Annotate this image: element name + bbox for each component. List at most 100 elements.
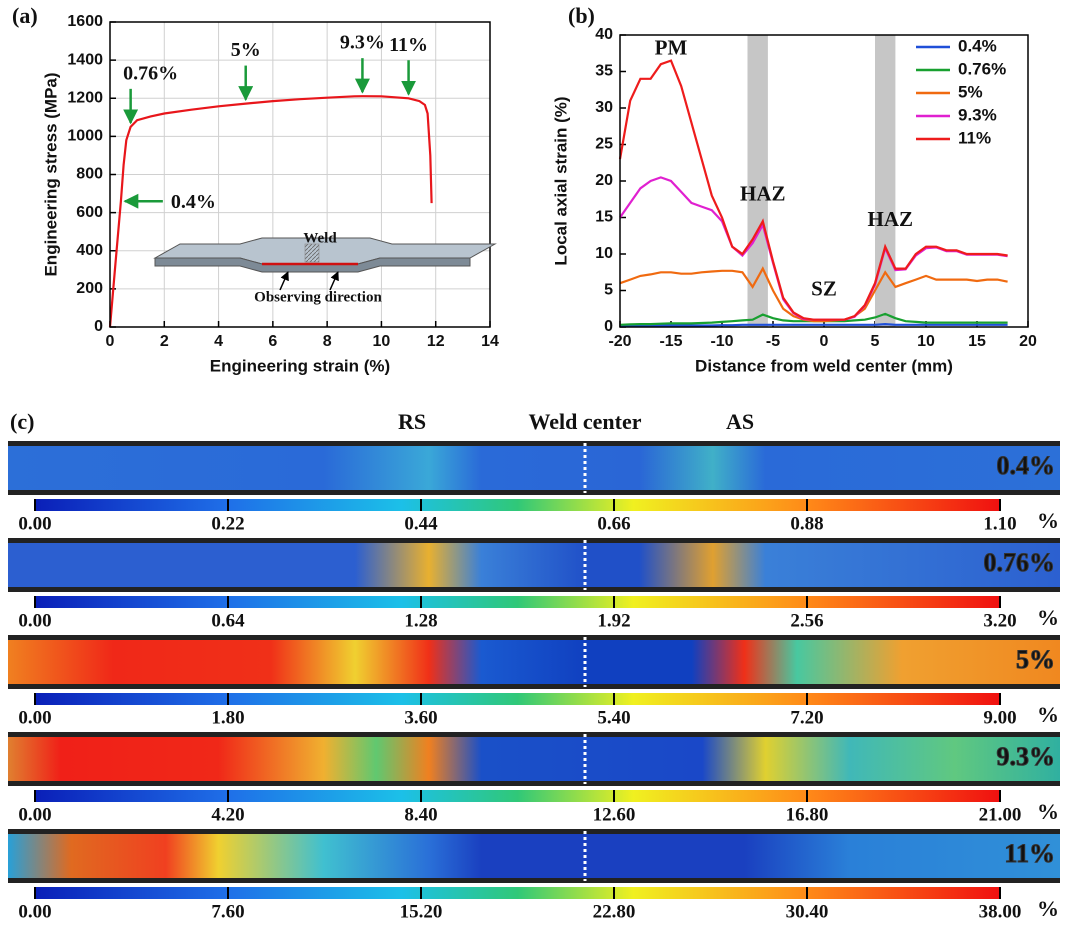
colorbar-tick-label: 0.00 (18, 804, 51, 825)
y-tick-label: 200 (76, 280, 103, 297)
plot-frame (109, 21, 491, 328)
colorbar-tick-label: 0.66 (597, 513, 630, 534)
colorbar-tick-label: 0.00 (18, 707, 51, 728)
y-tick-label: 0 (604, 318, 613, 335)
panel-label: (a) (12, 3, 38, 28)
colorbar-tick-label: 1.92 (597, 610, 630, 631)
colorbar-tick-label: 3.20 (983, 610, 1016, 631)
y-tick-label: 5 (604, 282, 613, 299)
strain-map (8, 640, 1060, 684)
map-label: 11% (1004, 839, 1055, 868)
y-tick-label: 30 (595, 99, 613, 116)
y-tick-label: 15 (595, 209, 613, 226)
y-tick-label: 35 (595, 63, 613, 80)
colorbar-tick-label: 5.40 (597, 707, 630, 728)
x-tick-label: 14 (481, 333, 499, 350)
y-tick-label: 40 (595, 26, 613, 43)
series-line (620, 322, 1008, 327)
colorbar-tick-label: 8.40 (404, 804, 437, 825)
y-tick-label: 1000 (67, 128, 103, 145)
x-tick-label: 4 (214, 333, 223, 350)
annotation: HAZ (868, 207, 914, 231)
annotation: RS (398, 409, 426, 434)
x-tick-label: -15 (659, 333, 682, 350)
x-tick-label: 10 (373, 333, 391, 350)
annotation: Weld center (528, 409, 641, 434)
colorbar-tick-label: 3.60 (404, 707, 437, 728)
x-tick-label: 12 (427, 333, 445, 350)
y-tick-label: 1600 (67, 13, 103, 30)
colorbar-tick-label: 1.10 (983, 513, 1016, 534)
annotation: HAZ (740, 181, 786, 205)
x-tick-label: 20 (1019, 333, 1037, 350)
colorbar (35, 790, 1000, 802)
colorbar-unit: % (1037, 508, 1059, 533)
colorbar-tick-label: 1.28 (404, 610, 437, 631)
colorbar-tick-label: 7.20 (790, 707, 823, 728)
x-tick-label: -10 (710, 333, 733, 350)
annotation: 0.76% (123, 62, 178, 84)
colorbar-tick-label: 4.20 (211, 804, 244, 825)
map-label: 0.76% (984, 548, 1056, 577)
legend-label: 0.76% (958, 59, 1006, 78)
annotation: 11% (389, 34, 428, 56)
annotation: AS (726, 409, 754, 434)
colorbar-tick-label: 0.00 (18, 513, 51, 534)
map-label: 0.4% (997, 451, 1056, 480)
inset-label: Weld (303, 230, 337, 246)
colorbar-tick-label: 12.60 (593, 804, 636, 825)
x-tick-label: 15 (968, 333, 986, 350)
colorbar-tick-label: 22.80 (593, 901, 636, 922)
x-tick-label: 0 (820, 333, 829, 350)
series-line (618, 59, 1008, 321)
y-tick-label: 20 (595, 172, 613, 189)
panel-label: (b) (568, 3, 595, 28)
y-axis-title: Local axial strain (%) (551, 96, 570, 265)
colorbar-tick-label: 0.00 (18, 610, 51, 631)
colorbar (35, 596, 1000, 608)
annotation: 9.3% (340, 32, 385, 54)
colorbar-tick-label: 0.64 (211, 610, 245, 631)
colorbar (35, 887, 1000, 899)
strain-map (8, 446, 1060, 490)
colorbar-tick-label: 2.56 (790, 610, 823, 631)
colorbar-tick-label: 0.44 (404, 513, 438, 534)
x-axis-title: Engineering strain (%) (210, 356, 390, 375)
x-tick-label: 6 (268, 333, 277, 350)
colorbar-tick-label: 0.22 (211, 513, 244, 534)
colorbar-unit: % (1037, 896, 1059, 921)
legend-label: 9.3% (958, 105, 997, 124)
legend-label: 5% (958, 82, 983, 101)
x-tick-label: 8 (323, 333, 332, 350)
colorbar (35, 499, 1000, 511)
map-label: 9.3% (997, 742, 1056, 771)
x-axis-title: Distance from weld center (mm) (695, 356, 953, 375)
colorbar-tick-label: 0.00 (18, 901, 51, 922)
colorbar-tick-label: 30.40 (786, 901, 829, 922)
colorbar-unit: % (1037, 799, 1059, 824)
y-tick-label: 400 (76, 242, 103, 259)
inset-arrow (329, 271, 339, 291)
x-tick-label: 10 (917, 333, 935, 350)
haz-band (875, 35, 896, 327)
colorbar-tick-label: 1.80 (211, 707, 244, 728)
inset-arrow (279, 271, 289, 291)
legend-label: 11% (958, 128, 991, 147)
y-tick-label: 800 (76, 166, 103, 183)
colorbar-tick-label: 9.00 (983, 707, 1016, 728)
colorbar-tick-label: 16.80 (786, 804, 829, 825)
panel-label: (c) (10, 409, 34, 434)
series-line (619, 266, 1008, 323)
annotation: 0.4% (171, 191, 216, 213)
annotation: PM (655, 35, 688, 59)
weld-zone (304, 243, 320, 263)
x-tick-label: 2 (160, 333, 169, 350)
colorbar-tick-label: 0.88 (790, 513, 823, 534)
colorbar (35, 693, 1000, 705)
x-tick-label: 0 (106, 333, 115, 350)
colorbar-tick-label: 21.00 (979, 804, 1022, 825)
y-tick-label: 25 (595, 136, 613, 153)
x-tick-label: -20 (608, 333, 631, 350)
colorbar-unit: % (1037, 605, 1059, 630)
